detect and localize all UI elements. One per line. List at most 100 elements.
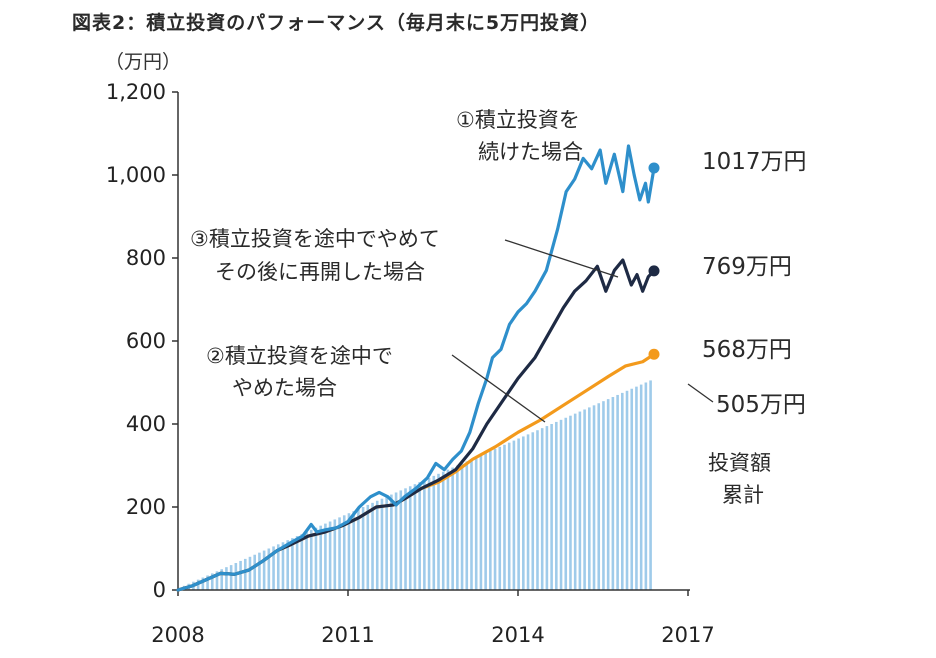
investment-bar: [361, 507, 365, 590]
investment-bar: [366, 504, 370, 590]
investment-bar: [592, 405, 596, 590]
bars-end-label: 505万円: [716, 392, 806, 418]
investment-bar: [404, 488, 407, 590]
investment-bar: [451, 467, 454, 590]
series-2-annotation-line-2: やめた場合: [232, 376, 337, 400]
investment-bar: [324, 523, 327, 590]
series-end-point-2: [648, 265, 660, 277]
investment-bar: [342, 515, 346, 590]
investment-bar: [531, 432, 535, 590]
investment-bar: [423, 480, 426, 590]
investment-bar: [503, 444, 506, 590]
investment-bar: [517, 438, 520, 590]
investment-bar: [253, 554, 256, 590]
investment-bar: [630, 388, 634, 590]
investment-bar: [314, 527, 318, 590]
investment-bar: [413, 484, 417, 590]
series-line-1: [176, 144, 656, 592]
investment-bar: [234, 563, 238, 590]
y-tick-label: 1,200: [106, 80, 166, 104]
series-lines: [176, 144, 660, 592]
cumulative-investment-bars: [178, 380, 652, 591]
investment-bar: [441, 471, 445, 590]
investment-bar: [583, 409, 586, 590]
investment-bar: [225, 567, 228, 590]
investment-bar: [262, 550, 266, 590]
investment-bar: [309, 529, 313, 590]
series-1-end-label: 1017万円: [702, 149, 807, 175]
investment-bar: [215, 571, 219, 590]
investment-bar: [484, 453, 487, 590]
investment-bar: [248, 556, 252, 590]
y-tick-label: 600: [126, 329, 166, 353]
series-1-annotation-line-2: 続けた場合: [478, 140, 583, 164]
investment-bar: [352, 511, 355, 590]
investment-bar: [338, 517, 341, 591]
investment-bar: [276, 544, 280, 590]
investment-bar: [291, 538, 294, 591]
investment-bar: [569, 415, 572, 590]
investment-bar: [550, 424, 553, 590]
investment-bar: [375, 500, 379, 590]
investment-bar: [588, 407, 591, 590]
investment-bar: [239, 560, 242, 590]
investment-bar: [470, 459, 473, 590]
investment-bar: [267, 548, 271, 590]
investment-bar: [465, 461, 469, 590]
investment-bar: [437, 473, 440, 590]
investment-bar: [300, 533, 304, 590]
investment-bar: [578, 411, 582, 590]
investment-bar: [616, 394, 619, 590]
investment-bar: [512, 440, 516, 590]
investment-bar: [611, 397, 615, 590]
x-tick-label: 2011: [321, 623, 374, 647]
leader-line-bars: [687, 383, 714, 403]
series-3-annotation-line-1: ③積立投資を途中でやめて: [190, 227, 440, 251]
investment-bar: [258, 552, 261, 590]
investment-bar: [347, 513, 351, 590]
series-2-end-label: 568万円: [702, 337, 792, 363]
investment-bar: [474, 457, 478, 590]
y-tick-label: 0: [153, 578, 166, 602]
investment-bar: [432, 475, 436, 591]
investment-bar: [201, 577, 205, 590]
investment-bar: [489, 450, 492, 590]
investment-bar: [286, 540, 289, 590]
investment-bar: [621, 392, 624, 591]
investment-bar: [408, 486, 412, 590]
y-tick-label: 800: [126, 246, 166, 270]
bars-annotation-line-2: 累計: [722, 483, 764, 507]
leader-line-series-2: [451, 354, 546, 423]
investment-bar: [573, 413, 577, 591]
series-3-end-label: 769万円: [702, 254, 792, 280]
investment-bar: [498, 446, 502, 590]
investment-bar: [210, 573, 214, 590]
y-axis-unit-label: （万円）: [105, 51, 181, 73]
investment-bar: [390, 494, 393, 590]
investment-bar: [281, 542, 285, 590]
annotation-leader-lines: [451, 239, 714, 423]
series-annotations: ①積立投資を 続けた場合 ③積立投資を途中でやめて その後に再開した場合 ②積立…: [190, 108, 771, 507]
investment-bar: [479, 455, 483, 591]
investment-bar: [545, 426, 549, 590]
investment-bar: [446, 469, 450, 590]
investment-bar: [507, 442, 511, 590]
end-value-labels: 1017万円 769万円 568万円 505万円: [702, 149, 807, 418]
investment-bar: [328, 521, 332, 590]
investment-bar: [644, 382, 648, 590]
series-end-point-3: [648, 348, 660, 360]
series-2-annotation-line-1: ②積立投資を途中で: [206, 344, 393, 368]
investment-bar: [536, 430, 539, 590]
x-tick-label: 2014: [491, 623, 544, 647]
investment-bar: [526, 434, 530, 591]
investment-bar: [333, 519, 337, 590]
chart-title: 図表2：積立投資のパフォーマンス（毎月末に5万円投資）: [72, 12, 601, 34]
investment-bar: [305, 531, 308, 590]
y-tick-label: 200: [126, 495, 166, 519]
investment-bar: [418, 482, 421, 590]
investment-bar: [639, 384, 643, 590]
investment-bar: [649, 380, 652, 590]
investment-bar: [460, 463, 464, 590]
investment-bar: [229, 565, 233, 590]
